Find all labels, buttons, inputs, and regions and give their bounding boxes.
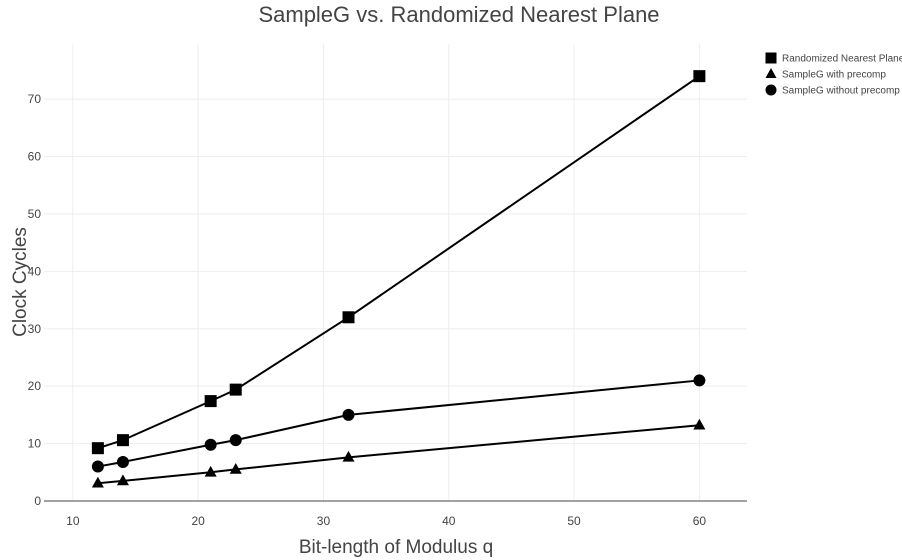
data-point [204, 438, 217, 451]
legend-item[interactable]: SampleG with precomp [765, 68, 887, 81]
series-line [97, 75, 700, 450]
x-tick-label: 40 [442, 514, 456, 528]
data-point [229, 462, 242, 474]
data-point [229, 383, 242, 396]
x-axis-title: Bit-length of Modulus q [299, 537, 493, 558]
legend-label: Randomized Nearest Plane [782, 54, 902, 65]
data-point [116, 474, 129, 486]
y-tick-label: 70 [28, 92, 42, 106]
data-point [342, 311, 355, 324]
data-point [693, 70, 706, 83]
legend-label: SampleG without precomp [782, 86, 900, 97]
x-tick-label: 50 [567, 514, 581, 528]
data-point [116, 455, 129, 468]
y-tick-label: 10 [28, 437, 42, 451]
legend-marker-circle-icon [765, 84, 777, 96]
series-triangle [91, 418, 706, 488]
data-point [91, 442, 104, 455]
plot-area [91, 70, 706, 488]
axes: 10 20 30 40 50 60 0 10 20 30 40 50 60 70 [28, 92, 747, 528]
legend-marker-square-icon [765, 52, 777, 64]
chart-title: SampleG vs. Randomized Nearest Plane [258, 2, 659, 27]
data-point [693, 418, 706, 430]
data-point [204, 395, 217, 408]
x-tick-label: 60 [693, 514, 707, 528]
y-tick-label: 40 [28, 264, 42, 278]
data-point [229, 434, 242, 447]
data-point [342, 408, 355, 421]
data-point [693, 374, 706, 387]
data-point [116, 434, 129, 447]
y-axis-title: Clock Cycles [10, 227, 31, 337]
x-tick-label: 30 [317, 514, 331, 528]
legend-marker-triangle-icon [765, 68, 777, 78]
y-tick-label: 30 [28, 322, 42, 336]
x-tick-label: 10 [66, 514, 80, 528]
y-tick-label: 20 [28, 379, 42, 393]
y-tick-label: 60 [28, 150, 42, 164]
data-point [342, 450, 355, 462]
series-circle [91, 374, 706, 473]
legend-item[interactable]: SampleG without precomp [765, 84, 901, 97]
grid [44, 44, 747, 501]
x-tick-label: 20 [191, 514, 205, 528]
legend-label: SampleG with precomp [782, 70, 886, 81]
data-point [91, 460, 104, 473]
data-point [91, 476, 104, 488]
legend[interactable]: Randomized Nearest Plane SampleG with pre… [765, 52, 902, 97]
data-point [204, 465, 217, 477]
y-tick-label: 50 [28, 207, 42, 221]
series-line [97, 424, 700, 485]
legend-item[interactable]: Randomized Nearest Plane [765, 52, 902, 65]
y-tick-label: 0 [34, 494, 41, 508]
series-square [91, 70, 706, 455]
